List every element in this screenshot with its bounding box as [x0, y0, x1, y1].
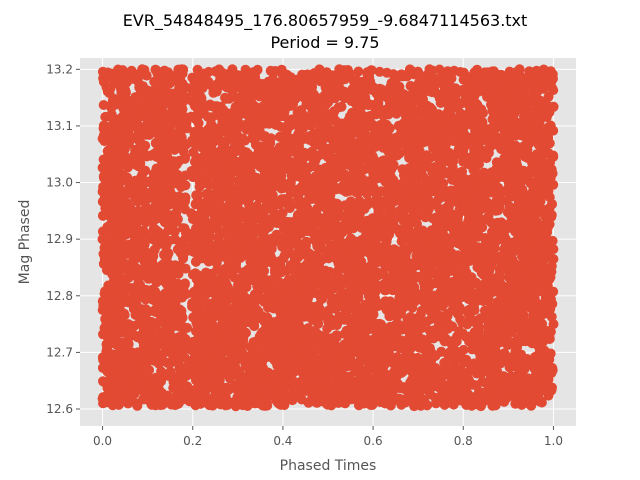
data-point	[353, 66, 364, 77]
data-point	[498, 329, 508, 340]
chart-subtitle: Period = 9.75	[270, 33, 379, 52]
data-point	[374, 66, 385, 77]
data-points	[97, 64, 559, 412]
data-point	[117, 65, 128, 76]
data-point	[180, 152, 191, 162]
data-point	[336, 101, 347, 112]
data-point	[119, 310, 130, 320]
data-point	[165, 366, 176, 377]
chart-title: EVR_54848495_176.80657959_-9.6847114563.…	[123, 11, 528, 31]
